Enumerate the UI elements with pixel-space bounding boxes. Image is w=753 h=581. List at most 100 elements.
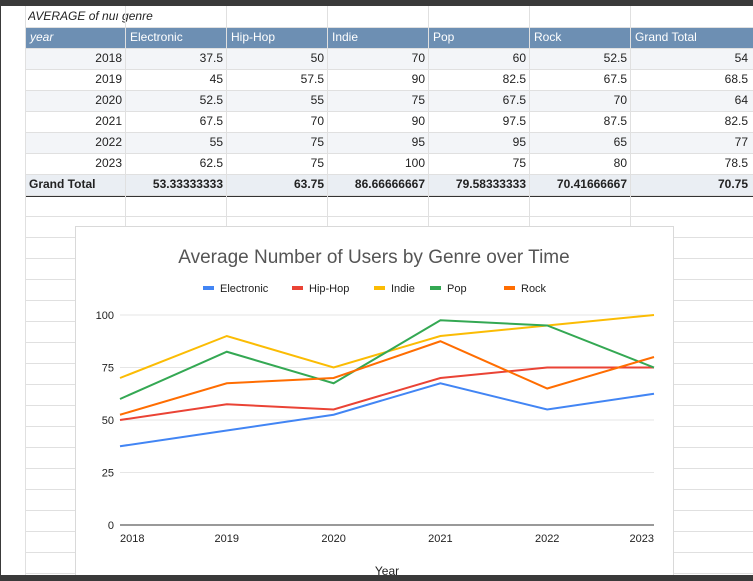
column-header-grand-total[interactable]: Grand Total bbox=[635, 30, 697, 44]
y-tick-label: 50 bbox=[102, 415, 114, 427]
value-cell[interactable]: 55 bbox=[310, 93, 324, 107]
data-point[interactable] bbox=[225, 334, 229, 338]
value-cell[interactable]: 100 bbox=[404, 156, 425, 170]
row-year-cell[interactable]: 2020 bbox=[95, 93, 122, 107]
data-point[interactable] bbox=[332, 381, 336, 385]
value-cell[interactable]: 82.5 bbox=[724, 114, 748, 128]
value-cell[interactable]: 87.5 bbox=[603, 114, 627, 128]
grand-total-label[interactable]: Grand Total bbox=[29, 177, 96, 191]
value-cell[interactable]: 52.5 bbox=[199, 93, 223, 107]
data-point[interactable] bbox=[332, 376, 336, 380]
data-point[interactable] bbox=[545, 408, 549, 412]
data-point[interactable] bbox=[118, 397, 122, 401]
data-point[interactable] bbox=[225, 350, 229, 354]
grand-total-cell[interactable]: 63.75 bbox=[293, 177, 324, 191]
value-cell[interactable]: 82.5 bbox=[502, 72, 526, 86]
data-point[interactable] bbox=[545, 366, 549, 370]
grand-total-cell[interactable]: 70.41666667 bbox=[556, 177, 627, 191]
legend-swatch bbox=[292, 286, 303, 290]
value-cell[interactable]: 90 bbox=[411, 72, 425, 86]
data-point[interactable] bbox=[118, 376, 122, 380]
value-cell[interactable]: 60 bbox=[512, 51, 526, 65]
column-header-hip-hop[interactable]: Hip-Hop bbox=[231, 30, 276, 44]
column-header-pop[interactable]: Pop bbox=[433, 30, 455, 44]
value-cell[interactable]: 62.5 bbox=[199, 156, 223, 170]
data-point[interactable] bbox=[652, 366, 656, 370]
data-point[interactable] bbox=[545, 324, 549, 328]
data-point[interactable] bbox=[438, 318, 442, 322]
value-cell[interactable]: 75 bbox=[512, 156, 526, 170]
value-cell[interactable]: 37.5 bbox=[199, 51, 223, 65]
legend-swatch bbox=[430, 286, 441, 290]
row-gridline bbox=[25, 111, 753, 112]
value-cell[interactable]: 67.5 bbox=[502, 93, 526, 107]
data-point[interactable] bbox=[438, 334, 442, 338]
data-point[interactable] bbox=[438, 339, 442, 343]
value-cell[interactable]: 75 bbox=[310, 135, 324, 149]
series-line-rock[interactable] bbox=[119, 340, 655, 416]
data-point[interactable] bbox=[332, 413, 336, 417]
value-cell[interactable]: 95 bbox=[512, 135, 526, 149]
value-cell[interactable]: 80 bbox=[613, 156, 627, 170]
data-point[interactable] bbox=[438, 376, 442, 380]
value-cell[interactable]: 97.5 bbox=[502, 114, 526, 128]
value-cell[interactable]: 54 bbox=[734, 51, 748, 65]
data-point[interactable] bbox=[332, 366, 336, 370]
value-cell[interactable]: 67.5 bbox=[603, 72, 627, 86]
series-line-pop[interactable] bbox=[119, 319, 655, 400]
pivot-row-header[interactable]: year bbox=[30, 30, 54, 44]
value-cell[interactable]: 75 bbox=[411, 93, 425, 107]
data-point[interactable] bbox=[225, 381, 229, 385]
grand-total-cell[interactable]: 79.58333333 bbox=[455, 177, 526, 191]
value-cell[interactable]: 90 bbox=[411, 114, 425, 128]
data-point[interactable] bbox=[545, 387, 549, 391]
row-year-cell[interactable]: 2019 bbox=[95, 72, 122, 86]
value-cell[interactable]: 45 bbox=[209, 72, 223, 86]
value-cell[interactable]: 70 bbox=[613, 93, 627, 107]
data-point[interactable] bbox=[652, 355, 656, 359]
row-gridline bbox=[25, 48, 753, 49]
value-cell[interactable]: 57.5 bbox=[300, 72, 324, 86]
pivot-header-row bbox=[25, 27, 753, 48]
series-line-hip-hop[interactable] bbox=[119, 366, 654, 421]
value-cell[interactable]: 64 bbox=[734, 93, 748, 107]
grand-total-cell[interactable]: 53.33333333 bbox=[152, 177, 223, 191]
value-cell[interactable]: 95 bbox=[411, 135, 425, 149]
x-tick-label: 2021 bbox=[428, 533, 452, 545]
data-point[interactable] bbox=[118, 413, 122, 417]
value-cell[interactable]: 75 bbox=[310, 156, 324, 170]
data-point[interactable] bbox=[652, 313, 656, 317]
grand-total-cell[interactable]: 86.66666667 bbox=[354, 177, 425, 191]
data-point[interactable] bbox=[332, 408, 336, 412]
value-cell[interactable]: 70 bbox=[411, 51, 425, 65]
data-point[interactable] bbox=[225, 402, 229, 406]
value-cell[interactable]: 55 bbox=[209, 135, 223, 149]
data-point[interactable] bbox=[652, 392, 656, 396]
value-cell[interactable]: 68.5 bbox=[724, 72, 748, 86]
column-header-indie[interactable]: Indie bbox=[332, 30, 359, 44]
grand-total-cell[interactable]: 70.75 bbox=[717, 177, 748, 191]
data-point[interactable] bbox=[438, 381, 442, 385]
value-cell[interactable]: 70 bbox=[310, 114, 324, 128]
data-point[interactable] bbox=[225, 429, 229, 433]
value-cell[interactable]: 65 bbox=[613, 135, 627, 149]
data-point[interactable] bbox=[118, 444, 122, 448]
series-line-indie[interactable] bbox=[119, 314, 655, 379]
row-year-cell[interactable]: 2018 bbox=[95, 51, 122, 65]
value-cell[interactable]: 67.5 bbox=[199, 114, 223, 128]
data-point[interactable] bbox=[118, 418, 122, 422]
value-cell[interactable]: 52.5 bbox=[603, 51, 627, 65]
row-year-cell[interactable]: 2022 bbox=[95, 135, 122, 149]
row-year-cell[interactable]: 2021 bbox=[95, 114, 122, 128]
row-gridline bbox=[25, 174, 753, 175]
line-chart[interactable]: Average Number of Users by Genre over Ti… bbox=[75, 226, 674, 579]
value-cell[interactable]: 50 bbox=[310, 51, 324, 65]
series-line-electronic[interactable] bbox=[119, 382, 655, 448]
chart-title: Average Number of Users by Genre over Ti… bbox=[178, 247, 569, 268]
row-year-cell[interactable]: 2023 bbox=[95, 156, 122, 170]
column-header-electronic[interactable]: Electronic bbox=[130, 30, 183, 44]
value-cell[interactable]: 78.5 bbox=[724, 156, 748, 170]
pivot-title[interactable]: AVERAGE of nuı genre bbox=[28, 9, 153, 23]
column-header-rock[interactable]: Rock bbox=[534, 30, 562, 44]
value-cell[interactable]: 77 bbox=[734, 135, 748, 149]
